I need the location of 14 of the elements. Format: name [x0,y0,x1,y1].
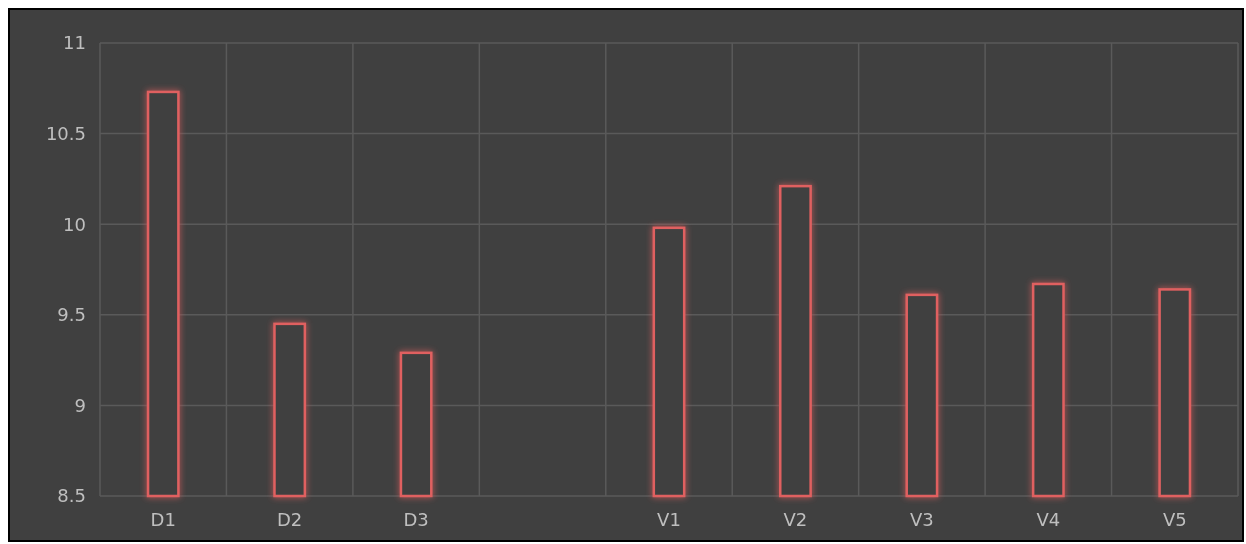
x-tick-label: D1 [150,509,176,530]
x-tick-label: V3 [910,509,934,530]
x-tick-label: V4 [1036,509,1061,530]
x-tick-label: D3 [403,509,429,530]
y-tick-label: 9.5 [57,304,86,326]
y-tick-label: 9 [74,394,86,416]
x-tick-label: V5 [1162,509,1187,530]
y-tick-label: 10.5 [45,122,86,144]
x-tick-label: V2 [783,509,808,530]
x-tick-label: D2 [277,509,303,530]
x-tick-label: V1 [657,509,681,530]
y-tick-label: 8.5 [57,485,86,507]
y-tick-label: 10 [63,213,86,235]
y-tick-label: 11 [63,32,86,54]
